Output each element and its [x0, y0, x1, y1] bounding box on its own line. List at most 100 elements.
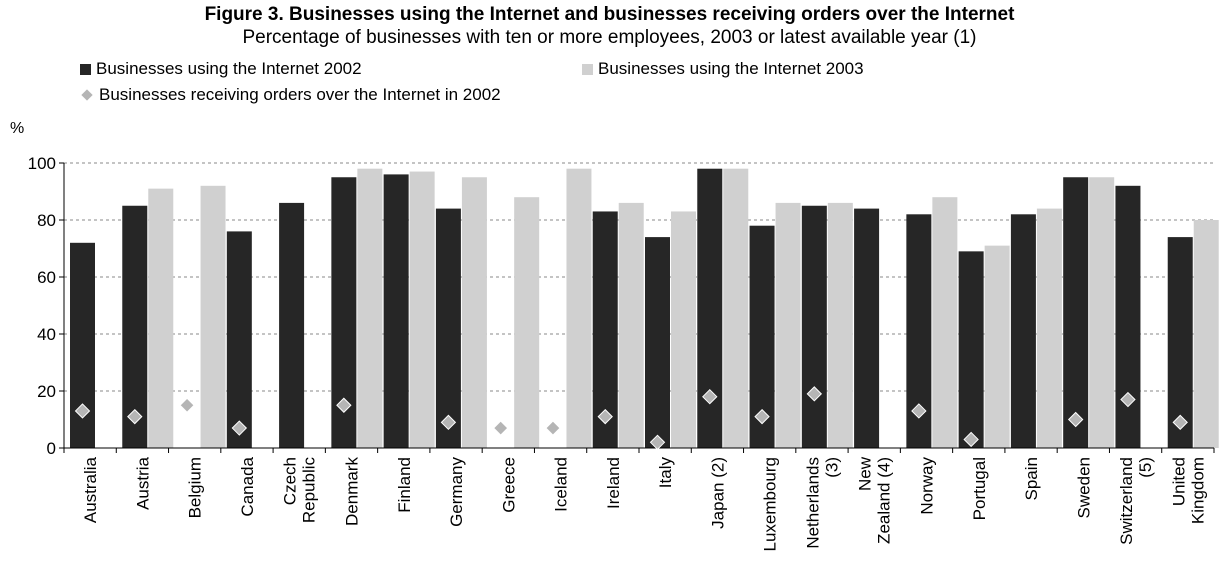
bar-2002 — [1115, 185, 1141, 449]
bar-2003 — [671, 211, 696, 448]
x-tick-label-group: Denmark — [343, 457, 362, 526]
x-tick-label: Finland — [395, 457, 414, 513]
x-tick-label: Czech — [281, 457, 300, 505]
x-tick-label-group: Austria — [133, 456, 152, 509]
x-tick-label-group: Greece — [499, 457, 518, 513]
marker-orders — [806, 386, 823, 402]
x-tick-label: Australia — [81, 456, 100, 523]
x-tick-label-group: Germany — [447, 457, 466, 527]
legend-label-2003: Businesses using the Internet 2003 — [598, 59, 864, 78]
x-tick-label: Denmark — [343, 457, 362, 526]
y-tick-label: 80 — [37, 211, 56, 230]
bar-2003 — [409, 171, 435, 449]
bar-2003 — [723, 168, 749, 448]
bar-2002 — [435, 208, 461, 448]
y-tick-label: 40 — [37, 325, 56, 344]
marker-orders — [702, 388, 718, 405]
marker-orders — [74, 403, 91, 419]
marker-orders — [1067, 411, 1084, 428]
x-tick-label: Sweden — [1074, 457, 1093, 518]
x-tick-label-group: Spain — [1022, 457, 1041, 500]
bar-2002 — [383, 174, 409, 448]
x-tick-label: Belgium — [186, 457, 205, 518]
x-tick-label-group: Australia — [81, 456, 100, 523]
x-tick-label: Republic — [300, 457, 319, 524]
x-tick-label-group: Luxembourg — [761, 457, 780, 552]
marker-orders — [1120, 391, 1136, 408]
marker-orders — [545, 420, 561, 436]
bar-2002 — [1010, 214, 1036, 448]
x-tick-label: New — [856, 456, 875, 491]
bar-2003 — [514, 197, 540, 448]
x-tick-label-group: Ireland — [604, 457, 623, 509]
x-tick-label: Portugal — [970, 457, 989, 520]
x-tick-label: Canada — [238, 456, 257, 516]
bar-2003 — [1036, 208, 1062, 448]
bar-2003 — [200, 185, 226, 449]
bar-2003 — [461, 177, 487, 448]
legend-item-2002: Businesses using the Internet 2002 — [80, 59, 362, 79]
x-tick-label-group: Netherlands (3) — [803, 457, 841, 549]
x-tick-label: Luxembourg — [761, 457, 780, 552]
legend-label-orders: Businesses receiving orders over the Int… — [99, 85, 501, 104]
x-tick-label-group: Iceland — [552, 457, 571, 512]
x-tick-label: (3) — [822, 457, 841, 478]
legend-swatch-2003 — [582, 63, 593, 75]
bar-2003 — [932, 197, 958, 448]
bar-2002 — [958, 251, 984, 448]
bar-2003 — [827, 202, 853, 448]
x-tick-label: Spain — [1022, 457, 1041, 500]
x-tick-label: United — [1169, 457, 1188, 506]
bar-2002 — [801, 205, 827, 448]
x-tick-label-group: Finland — [395, 457, 414, 513]
legend-swatch-2002 — [80, 63, 91, 75]
x-tick-label: Japan (2) — [708, 457, 727, 529]
bar-2003 — [775, 202, 801, 448]
bar-2003 — [1193, 220, 1219, 448]
x-tick-label: Iceland — [552, 457, 571, 512]
bar-2002 — [226, 231, 252, 448]
x-tick-label-group: Portugal — [970, 457, 989, 520]
bar-2002 — [1063, 177, 1089, 448]
marker-orders — [179, 397, 195, 413]
x-tick-label: Norway — [918, 457, 937, 515]
x-tick-label-group: Czech Republic — [281, 457, 319, 524]
chart-title: Figure 3. Businesses using the Internet … — [204, 4, 1015, 25]
chart-subtitle: Percentage of businesses with ten or mor… — [242, 27, 977, 48]
bar-2003 — [148, 188, 174, 448]
y-tick-label: 60 — [37, 268, 56, 287]
marker-orders — [127, 408, 143, 425]
bar-2002 — [122, 205, 148, 448]
marker-orders — [963, 431, 979, 448]
bar-2003 — [1089, 177, 1115, 448]
bar-2003 — [984, 245, 1010, 448]
bar-2002 — [645, 237, 670, 448]
x-tick-label: Austria — [133, 456, 152, 509]
bar-2003 — [618, 202, 644, 448]
bar-2002 — [592, 211, 618, 448]
x-tick-label-group: Japan (2) — [708, 457, 727, 529]
marker-orders — [911, 403, 927, 419]
y-tick-label: 0 — [47, 439, 56, 458]
legend-item-2003: Businesses using the Internet 2003 — [582, 59, 864, 79]
legend-label-2002: Businesses using the Internet 2002 — [96, 59, 362, 78]
bar-2002 — [279, 202, 305, 448]
x-tick-label: Kingdom — [1188, 457, 1207, 524]
x-tick-label-group: Canada — [238, 456, 257, 516]
x-tick-label: Ireland — [604, 457, 623, 509]
bar-2002 — [854, 208, 880, 448]
marker-orders — [754, 408, 770, 425]
x-tick-label: Netherlands — [803, 457, 822, 549]
x-tick-label-group: Switzerland (5) — [1117, 457, 1155, 545]
y-tick-label: 100 — [28, 154, 56, 173]
marker-orders — [231, 420, 248, 436]
legend-item-orders: Businesses receiving orders over the Int… — [80, 85, 501, 105]
x-tick-label: Italy — [656, 457, 675, 489]
x-tick-label-group: Italy — [656, 457, 675, 489]
x-tick-label: Zealand (4) — [875, 457, 894, 544]
marker-orders — [649, 434, 666, 451]
x-tick-label: Greece — [499, 457, 518, 513]
x-tick-label: Germany — [447, 457, 466, 527]
bar-2003 — [357, 168, 383, 448]
